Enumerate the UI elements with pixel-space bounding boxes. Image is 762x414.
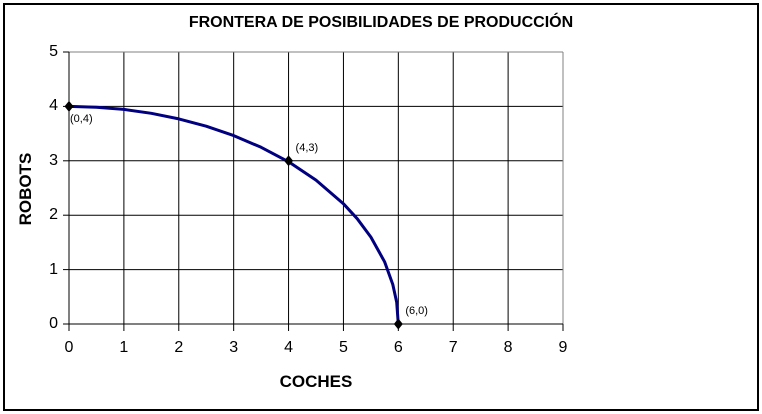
x-tick-label: 5 — [338, 339, 348, 356]
point-label: (0,4) — [70, 113, 93, 126]
data-point-marker — [284, 155, 294, 167]
y-tick-label: 5 — [49, 43, 58, 60]
x-axis-title: COCHES — [279, 372, 353, 391]
x-tick-label: 3 — [229, 339, 239, 356]
x-tick-label: 9 — [558, 339, 568, 356]
x-tick-label: 8 — [503, 339, 513, 356]
y-tick-label: 0 — [49, 315, 58, 332]
y-tick-label: 2 — [49, 206, 58, 224]
y-tick-label: 4 — [49, 97, 58, 115]
data-point-marker — [64, 100, 74, 112]
x-tick-label: 1 — [119, 339, 129, 356]
data-point-marker — [393, 318, 403, 330]
x-tick-label: 7 — [448, 339, 458, 356]
point-label: (6,0) — [405, 305, 428, 317]
chart-title: FRONTERA DE POSIBILIDADES DE PRODUCCIÓN — [188, 14, 574, 31]
chart-border — [3, 3, 759, 411]
x-tick-label: 2 — [174, 339, 184, 356]
x-tick-label: 6 — [393, 339, 403, 356]
x-tick-label: 0 — [64, 339, 74, 356]
y-tick-label: 1 — [49, 260, 58, 278]
x-tick-label: 4 — [284, 339, 293, 356]
point-label: (4,3) — [295, 141, 319, 154]
y-tick-label: 3 — [49, 151, 58, 169]
